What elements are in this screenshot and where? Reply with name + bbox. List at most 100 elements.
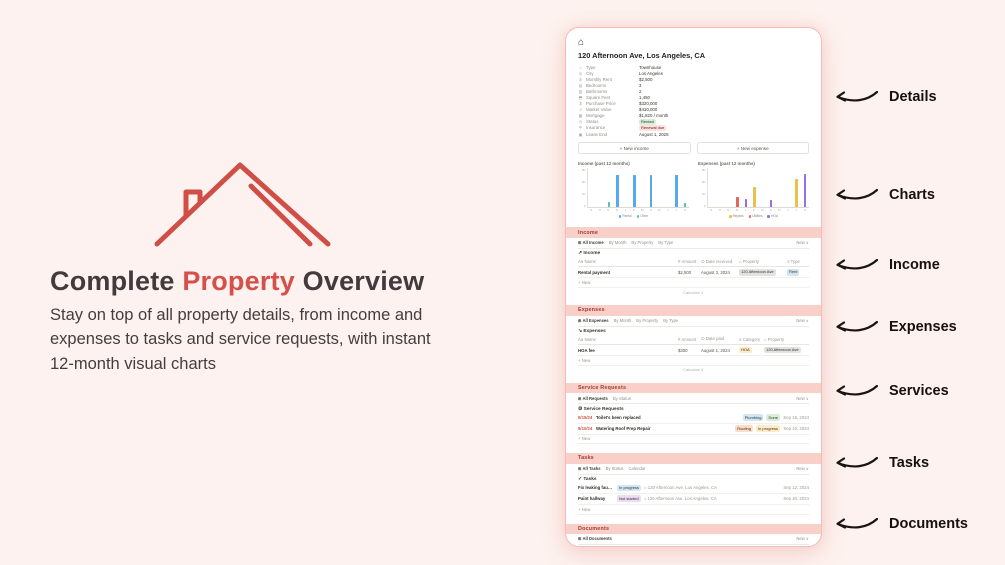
request-date: 9/10/24 bbox=[578, 426, 593, 432]
table-row[interactable]: 9/15/24 Toilet's been replaced Plumbing … bbox=[578, 413, 809, 424]
x-tick: J bbox=[624, 208, 626, 213]
view-tab[interactable]: By Property bbox=[631, 240, 654, 246]
view-tab[interactable]: ⊞ All Income bbox=[578, 240, 604, 246]
y-axis: 3K 2K 1K 0 bbox=[578, 168, 587, 208]
status-tag: Not started bbox=[617, 495, 641, 503]
income-toolbar: ⊞ All Income By Month By Property By Typ… bbox=[578, 238, 809, 249]
table-row[interactable]: Paint hallway Not started ⌂ 120 Afternoo… bbox=[578, 494, 809, 505]
task-name: Paint hallway bbox=[578, 496, 606, 502]
status-icon: ◷ bbox=[578, 119, 583, 125]
col-header[interactable]: ⌂ Property bbox=[764, 336, 785, 342]
col-header[interactable]: ⊙ Date paid bbox=[701, 336, 725, 342]
view-tab[interactable]: By Status bbox=[605, 466, 624, 472]
new-button[interactable]: New ∨ bbox=[796, 466, 809, 472]
detail-row[interactable]: $ Monthly Rent $2,500 bbox=[578, 76, 809, 82]
y-tick: 2K bbox=[701, 180, 706, 185]
col-header[interactable]: ≡ Type bbox=[787, 259, 800, 265]
view-tab[interactable]: By Type bbox=[658, 240, 674, 246]
task-when: Sep 12, 2024 bbox=[783, 485, 809, 491]
detail-row[interactable]: ◎ City Los Angeles bbox=[578, 70, 809, 76]
bar bbox=[633, 175, 636, 208]
view-tab[interactable]: By Month bbox=[613, 318, 632, 324]
callout-details: Details bbox=[833, 87, 937, 107]
expenses-section: Expenses ⊞ All Expenses By Month By Prop… bbox=[566, 305, 821, 374]
table-header: Aa Name # Amount ⊙ Date received ⌂ Prope… bbox=[578, 257, 809, 268]
bar bbox=[683, 203, 687, 208]
bar bbox=[736, 196, 739, 208]
details-list: ⌂ Type Townhouse ◎ City Los Angeles $ Monthly… bbox=[578, 64, 809, 137]
request-date: 9/15/24 bbox=[578, 415, 593, 421]
expenses-banner: Expenses bbox=[566, 305, 821, 316]
view-tab[interactable]: ⊞ All Documents bbox=[578, 536, 612, 542]
y-tick: 3K bbox=[701, 168, 706, 173]
view-tab[interactable]: By Month bbox=[608, 240, 627, 246]
view-tab[interactable]: By Type bbox=[663, 318, 679, 324]
new-button[interactable]: New ∨ bbox=[796, 240, 809, 246]
bar bbox=[795, 178, 798, 208]
property-title: 120 Afternoon Ave, Los Angeles, CA bbox=[578, 51, 706, 60]
bar-slot bbox=[784, 168, 792, 207]
arrow-left-icon bbox=[836, 258, 879, 270]
bar-slot bbox=[630, 168, 638, 208]
detail-row[interactable]: ▤ Bedrooms 3 bbox=[578, 82, 809, 88]
new-row-button[interactable]: + New bbox=[578, 278, 809, 288]
detail-row[interactable]: $ Purchase Price $320,000 bbox=[578, 101, 809, 107]
lease-end-icon: ▣ bbox=[578, 131, 583, 137]
new-expense-button[interactable]: + New expense bbox=[696, 142, 809, 155]
callout-label: Services bbox=[889, 383, 949, 399]
callout-label: Documents bbox=[889, 516, 968, 532]
type-icon: ⌂ bbox=[579, 64, 582, 70]
col-header[interactable]: Aa Name bbox=[578, 259, 596, 265]
detail-row[interactable]: ▣ Lease End August 1, 2025 bbox=[578, 131, 809, 137]
col-header[interactable]: # Amount bbox=[678, 336, 697, 342]
x-tick: O bbox=[598, 208, 601, 213]
type-tag: Rent bbox=[787, 268, 800, 276]
table-row[interactable]: 9/10/24 Watering Roof Prep Repair Roofin… bbox=[578, 424, 809, 435]
new-row-button[interactable]: + New bbox=[578, 356, 809, 366]
detail-row[interactable]: ▦ Mortgage $1,820 / month bbox=[578, 113, 809, 119]
view-tab[interactable]: ⊞ All Tasks bbox=[578, 466, 601, 472]
view-tab[interactable]: ⊞ All Expenses bbox=[578, 318, 609, 324]
arrow-left-icon bbox=[836, 188, 879, 200]
task-property: ⌂ 120 Afternoon Ave, Los Angeles, CA bbox=[643, 496, 717, 502]
rent-icon: $ bbox=[579, 76, 582, 82]
detail-row[interactable]: ☂ Insurance Renewal due bbox=[578, 124, 809, 132]
detail-row[interactable]: ⌂ Type Townhouse bbox=[578, 64, 809, 70]
expense-date: August 1, 2024 bbox=[701, 347, 730, 353]
new-income-button[interactable]: + New income bbox=[578, 142, 691, 155]
new-button[interactable]: New ∨ bbox=[796, 318, 809, 324]
new-button[interactable]: New ∨ bbox=[796, 536, 809, 542]
new-row-button[interactable]: + New bbox=[578, 435, 809, 445]
view-tab[interactable]: By Property bbox=[636, 318, 659, 324]
calculate-button[interactable]: Calculate ∨ bbox=[683, 289, 704, 295]
detail-label: City bbox=[586, 70, 594, 76]
arrow-left-icon bbox=[836, 320, 879, 332]
documents-section: Documents ⊞ All Documents New ∨ ▤ Docume… bbox=[566, 523, 821, 546]
calculate-button[interactable]: Calculate ∨ bbox=[683, 367, 704, 373]
col-header[interactable]: Aa Name bbox=[578, 336, 596, 342]
new-row-button[interactable]: + New bbox=[578, 505, 809, 515]
new-button[interactable]: New ∨ bbox=[796, 395, 809, 401]
detail-row[interactable]: ⬒ Square Feet 1,450 bbox=[578, 94, 809, 100]
detail-row[interactable]: ◷ Status Rented bbox=[578, 118, 809, 126]
view-tab[interactable]: ⊞ All Requests bbox=[578, 395, 608, 401]
x-tick: M bbox=[658, 208, 661, 213]
x-tick: A bbox=[769, 208, 772, 213]
table-row[interactable]: HOA fee $300 August 1, 2024 HOA 120 Afte… bbox=[578, 345, 809, 357]
x-tick: O bbox=[718, 208, 721, 213]
bar-slot bbox=[605, 168, 613, 208]
detail-label: Lease End bbox=[586, 131, 607, 137]
table-row[interactable]: Fix leaking faucet In progress ⌂ 120 Aft… bbox=[578, 483, 809, 494]
col-header[interactable]: ⊙ Date received bbox=[701, 258, 733, 264]
view-tab[interactable]: Calendar bbox=[628, 466, 646, 472]
detail-row[interactable]: ▥ Bathrooms 2 bbox=[578, 88, 809, 94]
col-header[interactable]: ≡ Category bbox=[739, 336, 761, 342]
detail-row[interactable]: ↗ Market Value $410,000 bbox=[578, 107, 809, 113]
legend-item: HOA bbox=[767, 214, 778, 218]
view-tab[interactable]: By Status bbox=[612, 395, 631, 401]
col-header[interactable]: ⌂ Property bbox=[739, 259, 760, 265]
detail-value: $1,820 / month bbox=[639, 113, 669, 119]
col-header[interactable]: # Amount bbox=[678, 259, 697, 265]
table-row[interactable]: Rental payment $2,500 August 3, 2024 120… bbox=[578, 267, 809, 279]
x-tick: F bbox=[632, 208, 635, 213]
